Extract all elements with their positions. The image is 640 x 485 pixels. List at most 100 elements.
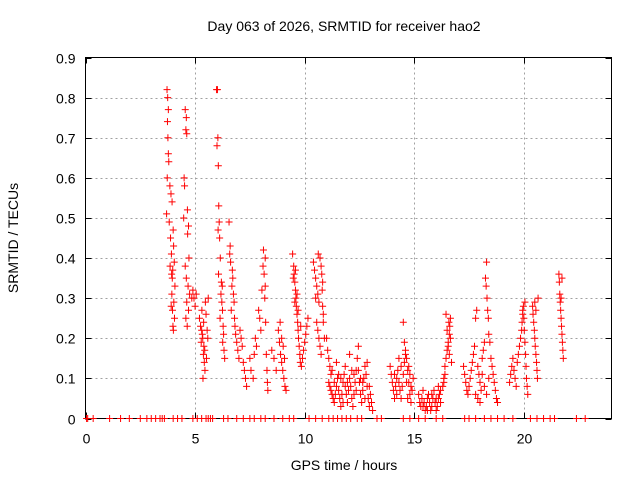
data-point (168, 198, 176, 206)
data-point (521, 298, 529, 306)
data-point (303, 322, 311, 330)
data-point (432, 406, 440, 414)
data-point (365, 402, 373, 410)
data-point (488, 362, 496, 370)
data-point (314, 290, 322, 298)
data-point (484, 314, 492, 322)
data-point (279, 342, 287, 350)
data-point (532, 306, 540, 314)
data-point (415, 390, 423, 398)
data-point (442, 310, 450, 318)
data-point (263, 366, 271, 374)
chart-title: Day 063 of 2026, SRMTID for receiver hao… (207, 18, 480, 34)
data-point (472, 415, 480, 422)
data-point (166, 182, 174, 190)
data-point (423, 406, 431, 414)
data-point (309, 258, 317, 266)
data-point (182, 126, 190, 134)
data-point (164, 134, 172, 142)
data-point (540, 415, 548, 422)
data-point (201, 298, 209, 306)
data-point (430, 386, 438, 394)
data-point (353, 354, 361, 362)
data-point (227, 306, 235, 314)
data-point (184, 282, 192, 290)
data-point (529, 302, 537, 310)
data-point (325, 354, 333, 362)
data-point (400, 358, 408, 366)
data-point (295, 342, 303, 350)
data-point (409, 374, 417, 382)
data-point (311, 266, 319, 274)
data-point (466, 374, 474, 382)
data-point (249, 374, 257, 382)
grid-layer (85, 57, 612, 419)
data-point (185, 306, 193, 314)
data-point (448, 358, 456, 366)
data-point (213, 142, 221, 150)
data-point (169, 226, 177, 234)
data-point (188, 294, 196, 302)
data-point (181, 106, 189, 114)
data-point (164, 94, 172, 102)
data-point (168, 274, 176, 282)
data-point (270, 415, 278, 422)
data-point (465, 382, 473, 390)
data-point (479, 346, 487, 354)
data-point (183, 130, 191, 138)
data-point (395, 378, 403, 386)
data-point (365, 382, 373, 390)
data-point (246, 354, 254, 362)
data-point (199, 374, 207, 382)
data-point (289, 274, 297, 282)
y-tick-label: 0.6 (56, 171, 76, 187)
data-point (200, 342, 208, 350)
data-point (474, 394, 482, 402)
data-point (178, 415, 186, 422)
data-point (555, 270, 563, 278)
data-point (302, 330, 310, 338)
data-point (393, 374, 401, 382)
data-point (258, 286, 266, 294)
data-point (485, 330, 493, 338)
data-point (275, 338, 283, 346)
data-point (202, 354, 210, 362)
data-point (192, 290, 200, 298)
data-point (315, 298, 323, 306)
data-point (201, 346, 209, 354)
data-point (408, 386, 416, 394)
data-point (368, 398, 376, 406)
data-point (465, 415, 473, 422)
data-point (262, 350, 270, 358)
data-point (203, 326, 211, 334)
data-point (443, 326, 451, 334)
data-point (215, 202, 223, 210)
data-point (89, 415, 97, 422)
data-point (257, 326, 265, 334)
y-tick-label: 0.8 (56, 91, 76, 107)
data-point (339, 398, 347, 406)
data-point (235, 354, 243, 362)
data-point (346, 350, 354, 358)
data-point (530, 326, 538, 334)
data-point (415, 415, 423, 422)
data-point (170, 298, 178, 306)
data-point (407, 382, 415, 390)
data-point (487, 415, 495, 422)
data-point (198, 306, 206, 314)
data-point (216, 254, 224, 262)
data-point (342, 390, 350, 398)
data-point (180, 174, 188, 182)
data-point (291, 298, 299, 306)
data-point (197, 338, 205, 346)
data-point (483, 258, 491, 266)
y-tick-label: 0.7 (56, 131, 76, 147)
data-point (557, 294, 565, 302)
data-point (240, 366, 248, 374)
data-point (189, 286, 197, 294)
data-point (460, 362, 468, 370)
data-point (239, 415, 247, 422)
data-point (184, 230, 192, 238)
data-point (462, 378, 470, 386)
